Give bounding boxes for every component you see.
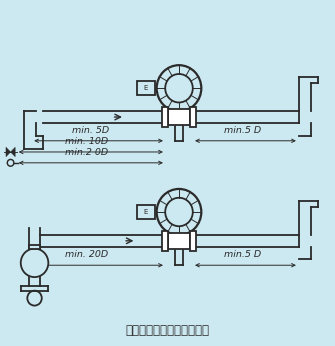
Text: min.2 0D: min.2 0D: [65, 148, 109, 157]
Bar: [175, 235, 183, 245]
Circle shape: [7, 160, 14, 166]
Bar: [137, 81, 155, 95]
Bar: [162, 231, 168, 251]
Text: min. 20D: min. 20D: [65, 250, 109, 259]
Polygon shape: [6, 147, 11, 157]
Bar: [190, 231, 196, 251]
Bar: [190, 107, 196, 127]
Bar: [168, 233, 190, 249]
Bar: [137, 205, 155, 219]
Text: min.5 D: min.5 D: [224, 250, 262, 259]
Circle shape: [21, 249, 48, 277]
Bar: [168, 109, 190, 125]
Text: min. 5D: min. 5D: [72, 126, 109, 135]
Bar: [175, 111, 183, 121]
Bar: [162, 107, 168, 127]
Bar: [29, 245, 40, 249]
Polygon shape: [11, 147, 15, 157]
Text: min. 10D: min. 10D: [65, 137, 109, 146]
Text: E: E: [144, 209, 148, 215]
Text: min.5 D: min.5 D: [224, 126, 262, 135]
Text: 弯管、阀门和泵之间的安装: 弯管、阀门和泵之间的安装: [126, 324, 209, 337]
Text: E: E: [144, 85, 148, 91]
